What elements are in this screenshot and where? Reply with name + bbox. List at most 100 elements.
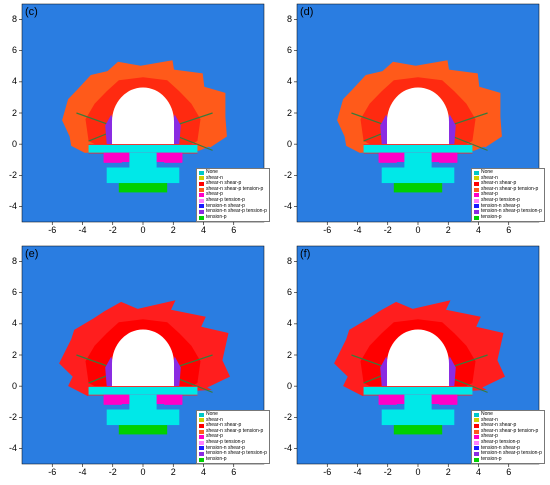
legend-label: None <box>481 411 493 417</box>
legend-label: tension-n shear-p tension-p <box>481 450 542 457</box>
legend-entry: tension-p <box>474 456 542 463</box>
y-tick-label: 8 <box>11 14 17 25</box>
legend-label: tension-p <box>206 455 227 462</box>
none-zone-center <box>129 394 157 412</box>
none-zone-top <box>363 386 473 395</box>
panel-2: (d) 8 6 4 2 0 -2 -4 -6 -4 -2 0 2 4 6 None shear-n shear-n… <box>275 0 550 242</box>
legend-entry: shear-n shear-p <box>474 181 542 187</box>
legend-entry: tension-n shear-p tension-p <box>199 209 267 215</box>
legend-swatch <box>474 429 479 434</box>
legend-entry: shear-p <box>474 192 542 198</box>
legend-swatch <box>199 412 204 417</box>
y-tick-label: 4 <box>286 318 292 329</box>
y-tick-label: 2 <box>286 349 292 360</box>
y-tick-label: -2 <box>8 411 17 422</box>
shear-p-left-block <box>378 153 397 163</box>
legend-swatch <box>474 451 479 456</box>
legend-swatch <box>199 451 204 456</box>
legend-swatch <box>474 418 479 423</box>
y-tick-label: 4 <box>286 76 292 87</box>
none-zone-center <box>129 152 157 170</box>
legend-entry: shear-n shear-p tension-p <box>474 186 542 193</box>
legend-label: shear-p <box>481 433 498 440</box>
tunnel-opening <box>111 87 175 145</box>
legend-entry: tension-n shear-p <box>199 202 267 210</box>
y-tick-label: 4 <box>11 76 17 87</box>
none-zone-lower <box>106 409 180 426</box>
legend-entry: shear-n shear-p tension-p <box>474 427 542 435</box>
tunnel-opening <box>386 87 450 145</box>
legend-entry: shear-n <box>474 174 542 182</box>
legend-swatch <box>474 440 479 445</box>
y-tick-label: 2 <box>286 107 292 118</box>
legend-label: shear-n <box>481 416 498 423</box>
none-zone-top <box>88 144 198 153</box>
panel-4: (f) 8 6 4 2 0 -2 -4 -6 -4 -2 0 2 4 6 None shear-n shear-n… <box>275 242 550 484</box>
tunnel-opening <box>386 329 450 387</box>
legend-swatch <box>199 457 204 462</box>
legend-entry: tension-n shear-p tension-p <box>474 451 542 457</box>
x-tick-label: 0 <box>140 467 146 477</box>
legend-label: None <box>481 169 493 175</box>
legend-label: shear-n <box>481 174 498 181</box>
panel-1: (c) 8 6 4 2 0 -2 -4 -6 -4 -2 0 2 4 6 None shear-n shear-n… <box>0 0 275 242</box>
legend-swatch <box>199 204 204 209</box>
y-tick-label: 8 <box>286 256 292 267</box>
legend-label: shear-n shear-p <box>206 422 242 429</box>
legend-label: shear-p tension-p <box>206 438 245 445</box>
x-tick-label: -6 <box>323 467 332 477</box>
legend-swatch <box>474 181 479 186</box>
legend-label: shear-n shear-p <box>481 422 517 429</box>
x-tick-label: -4 <box>78 467 87 477</box>
panel-plot <box>19 3 265 225</box>
legend-entry: tension-n shear-p tension-p <box>474 209 542 215</box>
legend: None shear-n shear-n shear-p shear-n shear-… <box>471 168 545 223</box>
legend-entry: shear-n <box>199 175 267 182</box>
legend-swatch <box>474 187 479 192</box>
legend-swatch <box>199 209 204 214</box>
legend-label: shear-n shear-p tension-p <box>481 427 539 434</box>
legend-entry: tension-p <box>199 214 267 221</box>
legend-entry: None <box>474 169 542 176</box>
shear-p-right-block <box>164 153 183 163</box>
x-tick-label: -4 <box>353 467 362 477</box>
y-tick-label: 6 <box>11 45 17 56</box>
legend-swatch <box>199 429 204 434</box>
tension-p-zone <box>393 425 443 435</box>
shear-p-right-block <box>439 153 458 163</box>
legend-swatch <box>474 170 479 175</box>
y-tick-label: -4 <box>283 442 292 453</box>
legend-swatch <box>199 440 204 445</box>
y-tick-label: 6 <box>286 287 292 298</box>
legend-label: shear-n shear-p tension-p <box>206 185 264 192</box>
legend-label: None <box>206 411 218 417</box>
legend-swatch <box>199 176 204 181</box>
legend-swatch <box>474 193 479 198</box>
y-tick-label: 0 <box>286 138 292 149</box>
tension-p-zone <box>118 425 168 435</box>
legend-entry: tension-n shear-p tension-p <box>199 451 267 457</box>
shear-p-right-block <box>439 395 458 405</box>
legend-entry: tension-p <box>474 214 542 221</box>
x-tick-label: -2 <box>108 225 117 235</box>
legend-swatch <box>474 204 479 209</box>
legend-label: tension-n shear-p <box>206 444 245 451</box>
legend-swatch <box>474 176 479 181</box>
legend-swatch <box>199 187 204 192</box>
y-tick-label: -2 <box>8 169 17 180</box>
x-tick-label: 4 <box>475 225 481 235</box>
y-tick-label: -4 <box>8 200 17 211</box>
legend-entry: shear-p tension-p <box>474 439 542 446</box>
tunnel-opening <box>111 329 175 387</box>
y-tick-label: -4 <box>8 442 17 453</box>
y-tick-label: 6 <box>11 287 17 298</box>
plot-frame <box>296 3 540 223</box>
x-tick-label: -6 <box>48 225 57 235</box>
legend-entry: shear-n shear-p <box>199 423 267 429</box>
legend-entry: None <box>474 411 542 418</box>
legend-label: tension-n shear-p <box>206 202 245 209</box>
y-tick-label: 2 <box>11 107 17 118</box>
legend-label: shear-p tension-p <box>481 196 520 203</box>
panel-label: (f) <box>300 248 311 260</box>
legend-entry: shear-p <box>199 192 267 198</box>
